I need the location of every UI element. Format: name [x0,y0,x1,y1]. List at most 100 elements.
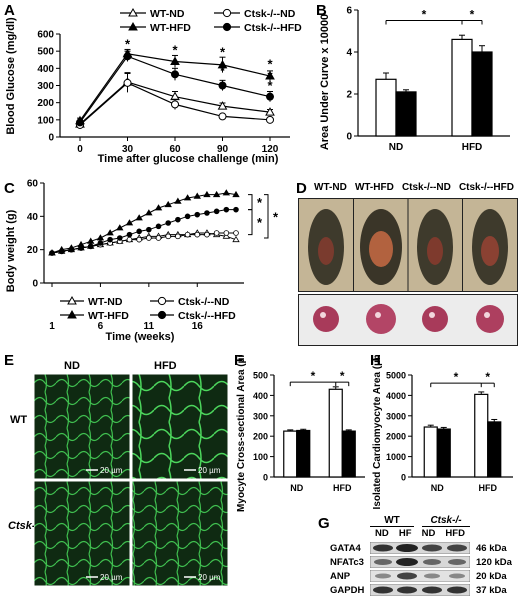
panel-e: ND HFD WT Ctsk-/- 20 µm 20 µm 20 [4,352,230,598]
blot-row-gata4: GATA4 46 kDa [330,541,518,555]
blot-bands-gata4 [370,542,470,554]
blot-protein-gapdh: GAPDH [330,584,365,596]
panel-a-series [76,50,274,127]
panel-c-point [213,230,220,236]
panel-label-a: A [4,2,15,19]
panel-c-ytick-label: 20 [27,245,39,256]
panel-c-bracket-2-star: * [257,215,263,230]
panel-d-header-ctsk-nd: Ctsk-/--ND [401,182,451,193]
panel-c-point [175,233,181,240]
blot-bands-nfatc3 [370,556,470,568]
panel-a-significance-star: * [267,68,273,83]
panel-c-xlabel: Time (weeks) [106,331,175,343]
dissected-mice-photo [298,198,518,292]
panel-c-point [233,230,239,236]
panel-c-bracket-2 [248,209,253,236]
legend-c-ctsk-nd: Ctsk-/--ND [150,296,230,308]
panel-a-point [171,70,179,79]
panel-a-point [265,107,275,116]
panel-a-ylabel: Blood Glucose (mg/dl) [5,17,17,135]
blot-size-anp: 20 kDa [476,570,507,582]
panel-a-ytick-label: 500 [37,47,54,58]
blot-size-nfatc3: 120 kDa [476,556,512,568]
panel-f-chart: 0 100 200 300 400 500 ND HFD * * Myocyte Cross-se… [236,355,365,512]
legend-c-ctsk-hfd: Ctsk-/--HFD [150,310,236,322]
panel-h-ytick-label: 5000 [386,371,406,381]
panel-a-significance-star: * [125,50,131,65]
panel-e-col-hfd: HFD [154,360,177,372]
panel-c-point [106,229,114,236]
heart-ctsk-nd [422,306,448,332]
panel-f-ytick-label: 300 [253,411,268,421]
panel-c-point [165,233,172,240]
panel-c-point [155,223,162,230]
panel-b-bar [375,78,397,137]
panel-h-ytick-label: 4000 [386,391,406,401]
panel-c-xtick-label: 6 [98,321,104,332]
panel-c-point [154,204,163,211]
panel-a-xtick-label: 60 [169,144,181,155]
micrograph-ctsk-hfd: 20 µm [131,480,228,586]
panel-label-b: B [316,2,327,19]
panel-c-bracket-3 [264,194,269,239]
blot-bands-anp [370,570,470,582]
panel-a-significance-star: * [172,43,178,58]
panel-a-ytick-label: 300 [37,81,54,92]
scale-bar-wt-hfd: 20 µm [198,466,221,475]
panel-f-ylabel: Myocyte Cross-sectional Area (µm²) [236,355,247,512]
panel-h-bar [487,421,502,478]
panel-a-point [217,101,228,110]
panel-h-bar [436,428,451,478]
panel-h-category-label: ND [431,483,444,493]
panel-e-row-wt: WT [10,414,28,426]
legend-ctsk-hfd: Ctsk-/--HFD [214,22,302,34]
blot-bands-gapdh [370,584,470,596]
panel-c-point [126,231,133,238]
legend-wt-hfd: WT-HFD [120,21,191,34]
panel-a-point [217,59,228,69]
panel-a-point [265,71,275,80]
panel-a-point [123,78,132,87]
panel-c-point [232,235,240,243]
panel-f-bar [296,429,311,478]
panel-c-point [194,211,201,218]
panel-c-point [136,228,142,235]
legend-c-wt-nd: WT-ND [60,295,123,308]
panel-a-point [123,52,132,61]
panel-b-category-label: ND [389,142,403,153]
mouse-wt-nd [308,209,344,285]
panel-a-significance-star: * [125,37,131,52]
panel-f-category-label: HFD [333,483,352,493]
panel-c-point [184,231,191,238]
legend-ctsk-nd: Ctsk-/--ND [214,8,296,20]
panel-b-bar [451,38,473,137]
hearts-drawing [299,295,517,345]
panel-f-bar [341,430,356,478]
panel-b-ytick-label: 4 [346,48,352,59]
panel-a-point [266,115,274,124]
panel-b-ytick-label: 0 [346,132,352,143]
panel-c-point [49,250,55,256]
panel-c-point [194,231,201,238]
panel-a-significance-star: * [267,56,273,71]
panel-d-header-wt-hfd: WT-HFD [354,182,394,193]
panel-c-ytick-label: 60 [27,179,39,190]
panel-a-ytick-label: 0 [48,133,54,144]
panel-a-xtick-label: 120 [262,144,279,155]
panel-f-significance-star: * [340,369,345,383]
svg-text:WT-HFD: WT-HFD [88,310,129,322]
panel-a-legend: WT-ND WT-HFD Ctsk-/--ND Ctsk-/--HFD [120,7,302,34]
svg-text:Ctsk-/--ND: Ctsk-/--ND [178,296,230,308]
mouse-wt-hfd [360,209,402,285]
panel-label-g: G [318,515,330,532]
panel-b-significance-star: * [422,8,427,22]
panel-c-series [49,230,239,256]
blot-protein-gata4: GATA4 [330,542,361,554]
panel-f-ytick-label: 400 [253,391,268,401]
panel-a-xtick-label: 90 [217,144,229,155]
panel-b-chart: 0 2 4 6 ND HFD * * Area Under Curve x 10000 [319,6,510,153]
panel-a-ytick-label: 200 [37,98,54,109]
panel-h-ytick-label: 3000 [386,411,406,421]
panel-f-bar [328,388,343,478]
